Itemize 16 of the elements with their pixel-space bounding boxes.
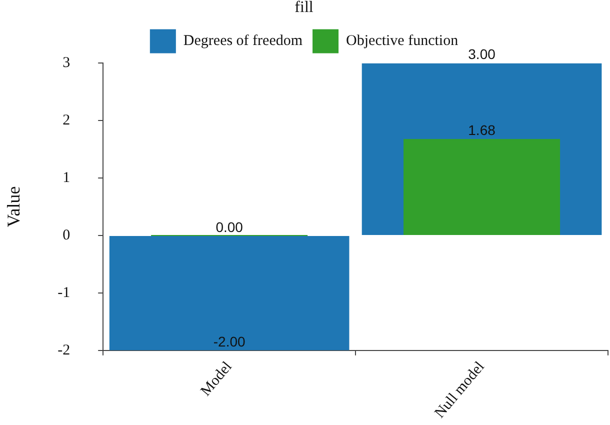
- legend-title: fill: [294, 0, 314, 16]
- data-label: 0.00: [216, 218, 244, 235]
- data-label: 3.00: [468, 46, 496, 62]
- legend-label: Objective function: [346, 33, 459, 50]
- y-tick-label: 0: [62, 227, 70, 244]
- y-tick-label: 3: [62, 55, 70, 72]
- legend-label: Degrees of freedom: [183, 33, 303, 50]
- y-tick-label: 1: [62, 170, 70, 186]
- y-tick-label: -1: [58, 284, 70, 301]
- data-label: 1.68: [468, 122, 496, 138]
- bar: [109, 236, 350, 350]
- y-tick-label: 2: [62, 112, 70, 129]
- y-tick-label: -2: [58, 342, 70, 358]
- bar: [404, 139, 560, 236]
- data-label: -2.00: [213, 333, 246, 350]
- y-axis-title: Value: [4, 186, 24, 228]
